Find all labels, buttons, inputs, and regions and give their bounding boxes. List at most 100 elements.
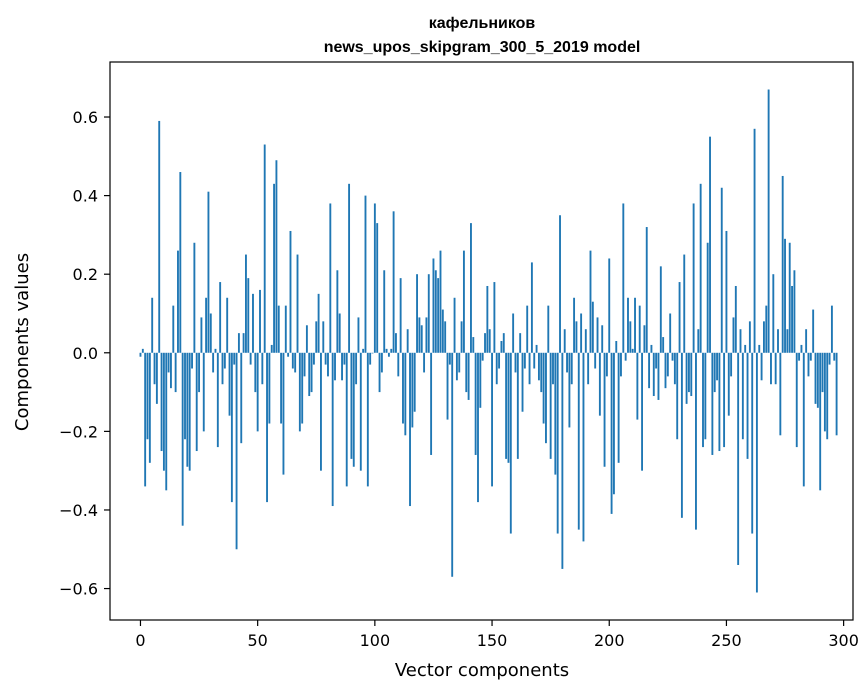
bar [191, 352, 193, 369]
x-tick-label: 50 [247, 631, 267, 650]
bar [439, 250, 442, 353]
bar [655, 352, 658, 369]
bar [636, 352, 639, 420]
bar [462, 250, 465, 353]
bar [165, 352, 168, 491]
bar [821, 352, 824, 393]
bar [315, 321, 318, 353]
bar [387, 352, 390, 357]
bar [188, 352, 191, 471]
bar [537, 352, 540, 381]
bar [507, 352, 510, 463]
bar [601, 325, 604, 353]
x-axis-label: Vector components [395, 660, 569, 681]
bar [711, 352, 714, 455]
bar [167, 352, 170, 373]
bar [200, 317, 203, 353]
bar [249, 352, 252, 365]
x-tick-label: 0 [135, 631, 145, 650]
bar [373, 203, 376, 353]
bar [282, 352, 285, 475]
bar [294, 352, 297, 373]
bar [521, 352, 524, 412]
bar [242, 333, 245, 353]
bar [744, 344, 747, 353]
bar [226, 297, 229, 353]
bar [416, 274, 418, 353]
bar [312, 352, 315, 365]
bar [158, 120, 161, 353]
bar [427, 274, 430, 353]
bar [308, 352, 311, 397]
bar [549, 352, 552, 459]
bar [144, 352, 147, 487]
bar [357, 317, 360, 353]
bar [148, 352, 151, 463]
bar [643, 325, 646, 353]
bar [828, 352, 831, 365]
bar [376, 223, 379, 353]
bar [528, 352, 531, 385]
bar [228, 352, 231, 416]
bar [816, 352, 819, 408]
bar [793, 270, 796, 353]
bar [662, 337, 665, 353]
bar [329, 203, 332, 353]
bar [554, 352, 557, 475]
bar [620, 352, 622, 377]
bar [594, 352, 597, 369]
bar [591, 301, 594, 353]
bar [519, 333, 522, 353]
bar [338, 313, 341, 353]
bar [791, 285, 793, 353]
bar [727, 352, 730, 416]
bar [392, 211, 395, 353]
bar [533, 352, 536, 369]
bar [434, 270, 437, 353]
x-tick-label: 250 [711, 631, 742, 650]
bar [453, 297, 456, 353]
bar [568, 352, 571, 428]
bar [207, 191, 210, 353]
bar [772, 274, 775, 353]
bar [697, 329, 700, 353]
bar [723, 352, 726, 448]
bar [800, 344, 803, 353]
bar [530, 262, 533, 353]
bar [760, 352, 763, 381]
bar [275, 160, 278, 353]
bar [823, 352, 826, 432]
bar [516, 352, 519, 459]
bar [798, 352, 801, 361]
bar [289, 230, 292, 353]
bar [666, 352, 669, 377]
bar [343, 352, 346, 365]
bar [317, 293, 320, 353]
bar [252, 293, 254, 353]
bar [369, 352, 372, 365]
bar [526, 305, 529, 353]
bar [179, 172, 182, 353]
bar [355, 352, 358, 385]
bar [702, 352, 704, 448]
bar [488, 329, 491, 353]
bar [146, 352, 149, 440]
bar [364, 195, 367, 353]
bar [610, 352, 613, 514]
bar [235, 352, 238, 550]
bar [472, 337, 475, 353]
bar [725, 230, 728, 353]
bar [324, 352, 327, 365]
bar [807, 352, 810, 377]
bar [404, 352, 407, 436]
bar [765, 305, 768, 353]
bar [345, 352, 348, 487]
bar [245, 254, 247, 353]
bar [223, 352, 226, 369]
bar [310, 352, 313, 393]
bars-group [139, 89, 838, 593]
bar [784, 238, 786, 353]
bar [331, 352, 334, 507]
